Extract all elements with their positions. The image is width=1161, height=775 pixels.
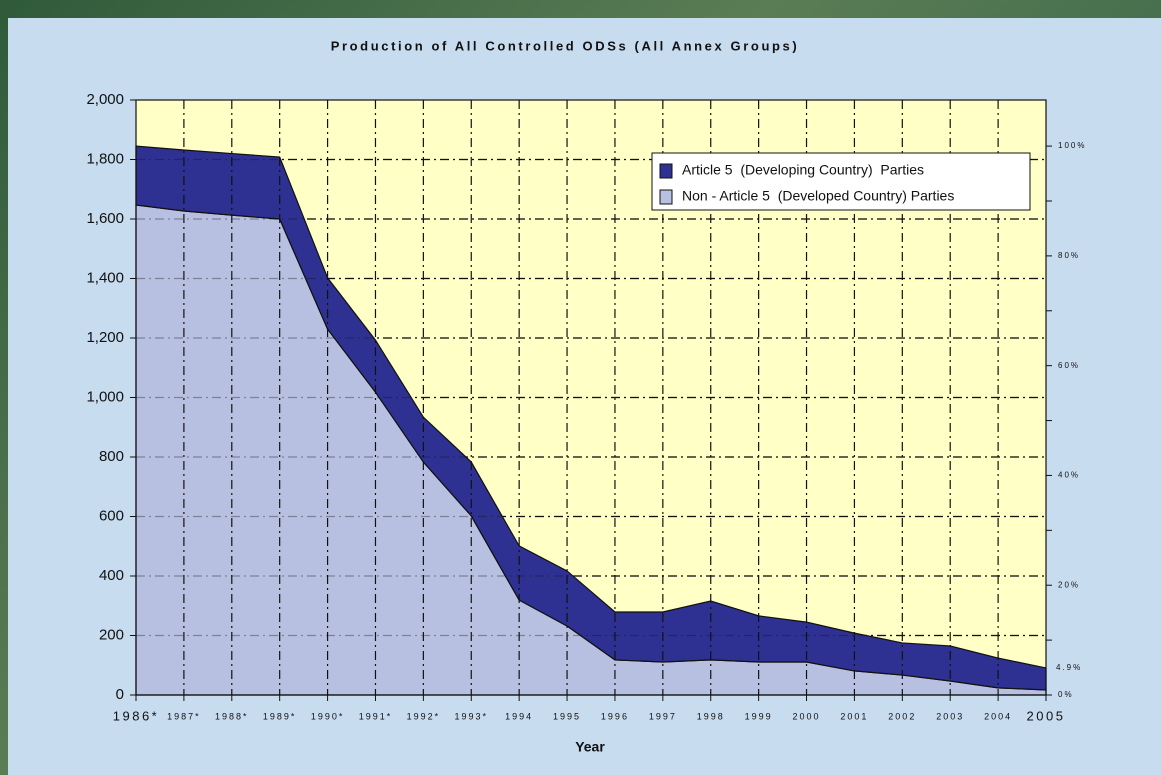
y2-tick-label: 40%	[1058, 471, 1080, 480]
x-tick-label: 1990*	[311, 711, 345, 721]
y-tick-label: 1,800	[86, 150, 124, 167]
legend-swatch	[660, 190, 672, 204]
y-tick-label: 1,400	[86, 269, 124, 286]
x-tick-label: 1995	[553, 711, 581, 721]
legend-label: Non - Article 5 (Developed Country) Part…	[682, 188, 954, 204]
x-tick-label: 1996	[601, 711, 629, 721]
x-tick-label: 1987*	[167, 711, 201, 721]
y2-tick-label: 80%	[1058, 251, 1080, 260]
x-tick-label: 2002	[888, 711, 916, 721]
y-tick-label: 1,200	[86, 329, 124, 346]
x-axis-label: Year	[575, 739, 605, 755]
x-tick-label: 1986*	[113, 708, 159, 723]
x-tick-label: 2004	[984, 711, 1012, 721]
x-tick-label: 1992*	[407, 711, 441, 721]
x-tick-label: 1991*	[359, 711, 393, 721]
y-tick-label: 800	[99, 448, 124, 465]
chart-title: Production of All Controlled ODSs (All A…	[331, 38, 800, 53]
y2-tick-label: 100%	[1058, 141, 1086, 150]
annotation: 4.9%	[1056, 663, 1082, 672]
legend-label: Article 5 (Developing Country) Parties	[682, 162, 924, 178]
y2-tick-label: 60%	[1058, 361, 1080, 370]
x-tick-label: 1989*	[263, 711, 297, 721]
y-tick-label: 200	[99, 626, 124, 643]
x-tick-label: 1997	[649, 711, 677, 721]
y-tick-label: 1,600	[86, 210, 124, 227]
y-tick-label: 2,000	[86, 91, 124, 108]
legend-swatch	[660, 164, 672, 178]
x-tick-label: 1998	[697, 711, 725, 721]
y-tick-label: 0	[116, 686, 124, 703]
x-tick-label: 1999	[745, 711, 773, 721]
legend: Article 5 (Developing Country) Parties No…	[652, 153, 1030, 210]
x-tick-label: 2003	[936, 711, 964, 721]
x-tick-label: 1994	[505, 711, 533, 721]
y-tick-label: 600	[99, 507, 124, 524]
x-tick-label: 2001	[840, 711, 868, 721]
y2-tick-label: 20%	[1058, 580, 1080, 589]
y2-tick-label: 0%	[1058, 690, 1074, 699]
x-tick-label: 1988*	[215, 711, 249, 721]
x-tick-label: 1993*	[454, 711, 488, 721]
x-tick-label: 2000	[793, 711, 821, 721]
y-tick-label: 1,000	[86, 388, 124, 405]
y-tick-label: 400	[99, 567, 124, 584]
chart: Production of All Controlled ODSs (All A…	[0, 0, 1161, 775]
x-tick-label: 2005	[1027, 708, 1066, 723]
page: {"chart_data": {"type": "stacked_area", …	[0, 0, 1161, 775]
